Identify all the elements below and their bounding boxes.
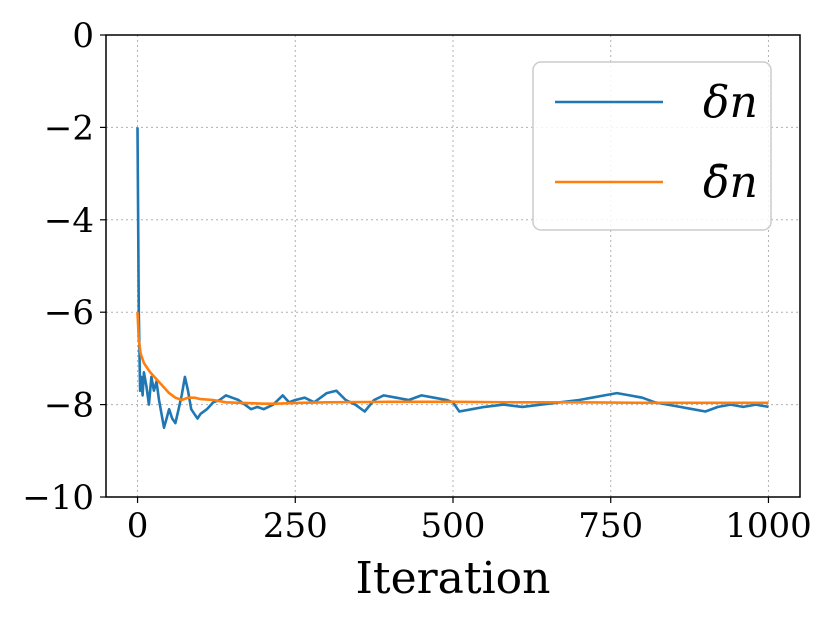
x-tick-label: 1000 [725, 506, 812, 546]
y-tick-label: −6 [44, 293, 94, 333]
y-tick-label: 0 [72, 16, 94, 56]
series-line-2 [136, 312, 769, 406]
legend: δn δ̄n [532, 61, 772, 231]
legend-label-2: δ̄n [703, 157, 758, 208]
legend-box [532, 61, 772, 231]
y-tick-label: −8 [44, 386, 94, 426]
x-tick-label: 0 [127, 506, 149, 546]
x-tick-label: 250 [263, 506, 328, 546]
series-layer [136, 127, 769, 430]
x-tick-label: 750 [578, 506, 643, 546]
y-tick-label: −2 [44, 108, 94, 148]
tick-layer: 0 250 500 750 1000 0 −2 −4 −6 −8 −10 [22, 16, 811, 546]
legend-label-1: δn [703, 77, 758, 128]
series-line-1 [136, 127, 769, 430]
x-axis-label: Iteration [356, 553, 551, 604]
x-tick-label: 500 [421, 506, 486, 546]
y-tick-label: −10 [22, 478, 94, 518]
y-tick-label: −4 [44, 201, 94, 241]
